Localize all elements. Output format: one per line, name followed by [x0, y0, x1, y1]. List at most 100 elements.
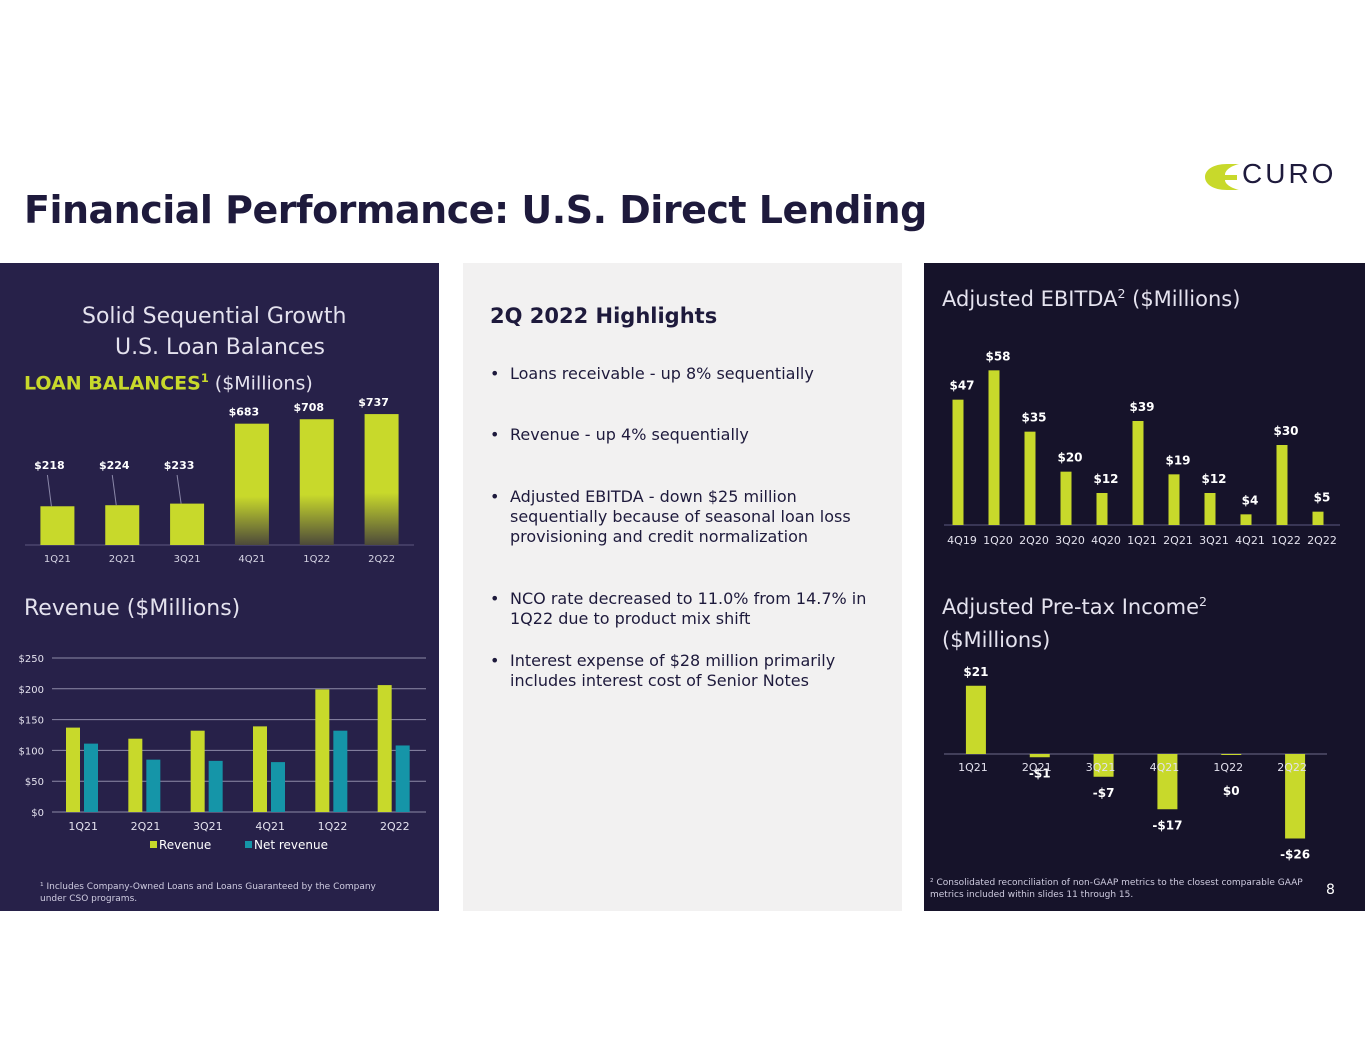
- ebitda-data-label: $12: [1093, 472, 1118, 486]
- ebitda-data-label: $5: [1314, 491, 1331, 505]
- loan-data-label: $233: [164, 459, 195, 472]
- loan-bar: [299, 419, 334, 545]
- ebitda-data-label: $58: [985, 349, 1010, 363]
- revenue-y-tick-label: $250: [19, 654, 44, 665]
- pretax-data-label: -$1: [1029, 766, 1051, 780]
- ebitda-x-tick-label: 4Q19: [947, 534, 977, 547]
- loan-data-label: $737: [358, 396, 389, 409]
- revenue-bar: [333, 730, 348, 812]
- revenue-bar: [377, 685, 392, 812]
- ebitda-bar: [1204, 493, 1216, 525]
- ebitda-bar: [1312, 511, 1324, 525]
- ebitda-bar: [1240, 514, 1252, 525]
- ebitda-data-label: $20: [1057, 451, 1082, 465]
- ebitda-chart: $47 4Q19 $58 1Q20 $35 2Q20 $20 3Q20 $12 4Q20 $39 1Q…: [944, 349, 1340, 547]
- ebitda-bar: [1132, 421, 1144, 525]
- loan-data-label: $683: [229, 406, 260, 419]
- loan-label-leader: [176, 474, 182, 504]
- loan-data-label: $708: [293, 401, 324, 414]
- ebitda-x-tick-label: 4Q20: [1091, 534, 1121, 547]
- pretax-bar: [1221, 754, 1242, 755]
- loan-data-label: $218: [34, 459, 65, 472]
- ebitda-bar: [988, 370, 1000, 525]
- loan-balances-unit: ($Millions): [208, 372, 313, 395]
- pretax-bar: [1093, 754, 1114, 777]
- ebitda-x-tick-label: 1Q22: [1271, 534, 1301, 547]
- highlights-title: 2Q 2022 Highlights: [490, 304, 718, 328]
- page-number: 8: [1326, 882, 1335, 898]
- revenue-x-tick-label: 3Q21: [193, 820, 223, 833]
- revenue-bar: [146, 759, 161, 812]
- ebitda-x-tick-label: 2Q21: [1163, 534, 1193, 547]
- pretax-data-label: -$17: [1152, 818, 1182, 832]
- ebitda-data-label: $47: [949, 379, 974, 393]
- revenue-legend-label: Revenue: [159, 838, 211, 852]
- ebitda-data-label: $30: [1273, 424, 1298, 438]
- revenue-legend-swatch: [245, 841, 252, 848]
- ebitda-bar: [1060, 471, 1072, 525]
- loan-label-leader: [46, 474, 52, 507]
- footnote-left: ¹ Includes Company-Owned Loans and Loans…: [40, 882, 376, 904]
- revenue-bar: [190, 730, 205, 812]
- ebitda-x-tick-label: 3Q20: [1055, 534, 1085, 547]
- loan-bar: [364, 414, 399, 545]
- loan-chart-title-line1: Solid Sequential Growth: [82, 304, 347, 329]
- ebitda-data-label: $12: [1201, 472, 1226, 486]
- ebitda-x-tick-label: 1Q21: [1127, 534, 1157, 547]
- pretax-x-tick-label: 4Q21: [1150, 761, 1180, 774]
- loan-x-tick-label: 3Q21: [174, 554, 201, 565]
- revenue-bar: [66, 727, 80, 812]
- pretax-x-tick-label: 1Q22: [1213, 761, 1243, 774]
- revenue-chart-title: Revenue ($Millions): [24, 596, 241, 621]
- pretax-data-label: $21: [963, 665, 988, 679]
- slide-title: Financial Performance: U.S. Direct Lendi…: [24, 188, 927, 232]
- pretax-bar: [1029, 754, 1050, 758]
- loan-balances-chart: $218 1Q21 $224 2Q21 $233 3Q21 $683 4Q21 $708 1Q22…: [25, 396, 414, 565]
- ebitda-bar: [1276, 445, 1288, 525]
- ebitda-data-label: $39: [1129, 400, 1154, 414]
- loan-balances-bold: LOAN BALANCES: [24, 372, 201, 395]
- logo-text: CURO: [1242, 158, 1337, 189]
- revenue-legend-swatch: [150, 841, 157, 848]
- ebitda-data-label: $19: [1165, 453, 1190, 467]
- revenue-x-tick-label: 1Q22: [318, 820, 348, 833]
- pretax-data-label: -$7: [1093, 786, 1115, 800]
- ebitda-bar: [1168, 474, 1180, 525]
- loan-x-tick-label: 4Q21: [238, 554, 265, 565]
- pretax-bar: [1285, 754, 1306, 839]
- ebitda-x-tick-label: 2Q20: [1019, 534, 1049, 547]
- revenue-y-tick-label: $100: [19, 746, 44, 757]
- loan-bar: [234, 423, 269, 545]
- loan-bar: [170, 503, 205, 545]
- revenue-bar: [315, 689, 330, 812]
- ebitda-x-tick-label: 4Q21: [1235, 534, 1265, 547]
- ebitda-bar: [1096, 493, 1108, 525]
- pretax-data-label: $0: [1223, 784, 1240, 798]
- revenue-x-tick-label: 2Q22: [380, 820, 410, 833]
- revenue-x-tick-label: 4Q21: [255, 820, 285, 833]
- pretax-chart-title-unit: ($Millions): [942, 628, 1051, 652]
- ebitda-bar: [952, 399, 964, 525]
- loan-bar: [105, 505, 140, 545]
- ebitda-data-label: $4: [1242, 493, 1259, 507]
- loan-data-label: $224: [99, 459, 130, 472]
- loan-x-tick-label: 2Q21: [109, 554, 136, 565]
- pretax-x-tick-label: 3Q21: [1086, 761, 1116, 774]
- revenue-bar: [84, 743, 98, 812]
- revenue-y-tick-label: $0: [31, 808, 44, 819]
- pretax-bar: [965, 685, 986, 754]
- ebitda-data-label: $35: [1021, 411, 1046, 425]
- curo-logo: [1205, 164, 1239, 190]
- revenue-chart: $0 $50 $100 $150 $200 $250 1Q21 2Q21 3Q21 4Q21 1Q2…: [19, 654, 426, 852]
- loan-balances-label: LOAN BALANCES1 ($Millions): [24, 371, 313, 394]
- ebitda-x-tick-label: 1Q20: [983, 534, 1013, 547]
- footnote-right: ² Consolidated reconciliation of non-GAA…: [930, 878, 1303, 900]
- revenue-bar: [395, 745, 410, 812]
- pretax-x-tick-label: 1Q21: [958, 761, 988, 774]
- loan-x-tick-label: 1Q21: [44, 554, 71, 565]
- loan-bar: [40, 506, 75, 545]
- ebitda-x-tick-label: 3Q21: [1199, 534, 1229, 547]
- revenue-y-tick-label: $50: [25, 777, 44, 788]
- highlights-panel: [463, 263, 902, 911]
